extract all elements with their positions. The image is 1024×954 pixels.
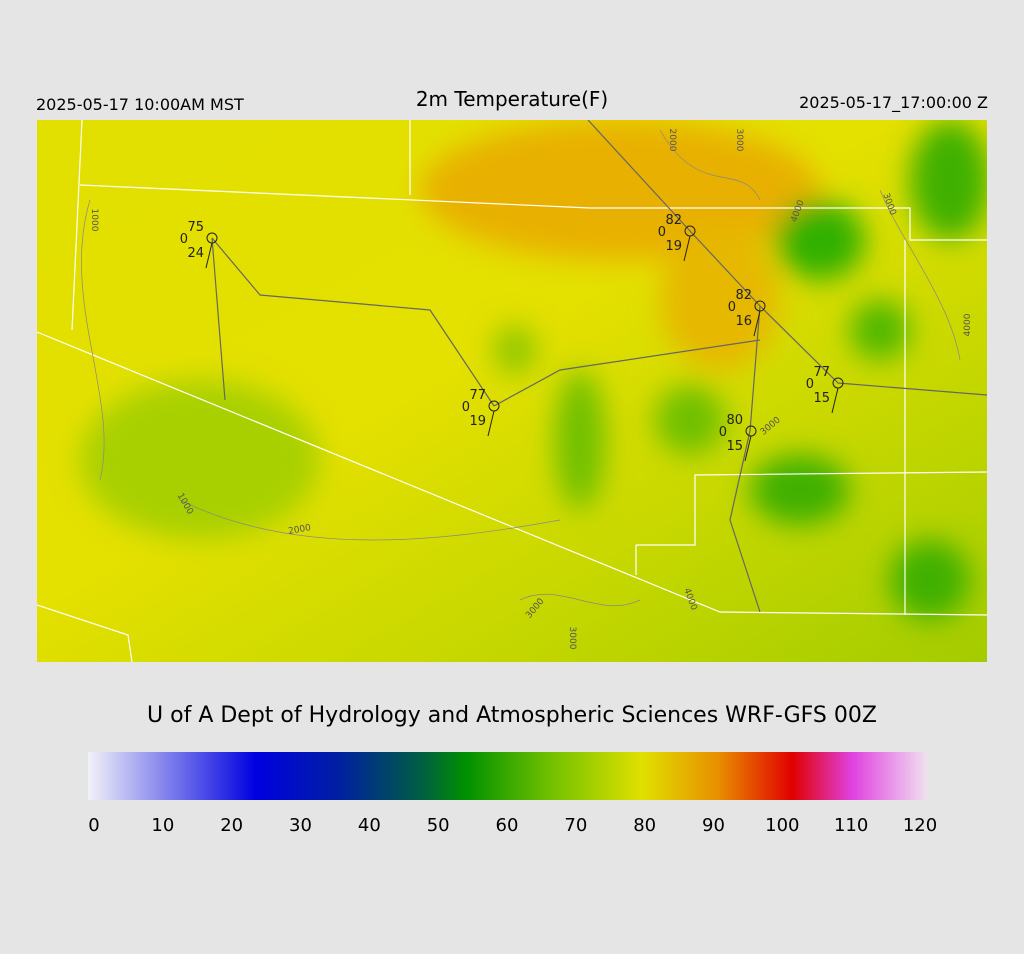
- colorbar-tick-label: 60: [496, 815, 519, 836]
- colorbar-tick-label: 30: [289, 815, 312, 836]
- station-temp: 77: [813, 365, 830, 380]
- station-pressure: 0: [806, 377, 814, 392]
- colorbar-tick-label: 120: [903, 815, 937, 836]
- station-pressure: 0: [658, 225, 666, 240]
- colorbar: [88, 752, 927, 800]
- colorbar-tick-label: 110: [834, 815, 868, 836]
- station-dew: 19: [665, 239, 682, 254]
- station-temp: 82: [735, 288, 752, 303]
- station-temp: 82: [665, 213, 682, 228]
- contour-label: 3000: [734, 129, 744, 152]
- wind-barb: [744, 435, 752, 462]
- wind-barb: [487, 410, 495, 437]
- wind-barb: [205, 242, 213, 269]
- station-temp: 75: [187, 220, 204, 235]
- station-pressure: 0: [180, 232, 188, 247]
- valid-local: 2025-05-17 10:00AM MST: [36, 95, 244, 114]
- station-dew: 15: [813, 391, 830, 406]
- station-dew: 24: [187, 246, 204, 261]
- station-pressure: 0: [728, 300, 736, 315]
- colorbar-tick-label: 50: [427, 815, 450, 836]
- contour-label: 4000: [963, 313, 973, 336]
- credit: U of A Dept of Hydrology and Atmospheric…: [147, 703, 877, 728]
- contour-label: 2000: [667, 129, 677, 152]
- contour-label: 1000: [89, 209, 99, 232]
- colorbar-tick-label: 80: [633, 815, 656, 836]
- wind-barb: [753, 310, 761, 337]
- map-title: 2m Temperature(F): [416, 87, 608, 111]
- contour-label: 3000: [567, 627, 577, 650]
- colorbar-tick-label: 100: [765, 815, 799, 836]
- colorbar-tick-label: 70: [564, 815, 587, 836]
- wind-barb: [831, 387, 839, 414]
- wind-barb: [683, 235, 691, 262]
- colorbar-tick-label: 40: [358, 815, 381, 836]
- colorbar-tick-label: 10: [151, 815, 174, 836]
- colorbar-ticks: 0 10 20 30 40 50 60 70 80 90 100 110 120: [88, 815, 937, 836]
- colorbar-tick-label: 20: [220, 815, 243, 836]
- map: [37, 120, 987, 662]
- station-dew: 15: [726, 439, 743, 454]
- station-dew: 19: [469, 414, 486, 429]
- valid-utc: 2025-05-17_17:00:00 Z: [799, 93, 988, 113]
- station-temp: 80: [726, 413, 743, 428]
- station-pressure: 0: [462, 400, 470, 415]
- station-pressure: 0: [719, 425, 727, 440]
- colorbar-tick-label: 0: [88, 815, 99, 836]
- station-temp: 77: [469, 388, 486, 403]
- station-dew: 16: [735, 314, 752, 329]
- colorbar-tick-label: 90: [702, 815, 725, 836]
- contour-label: 2000: [288, 523, 313, 537]
